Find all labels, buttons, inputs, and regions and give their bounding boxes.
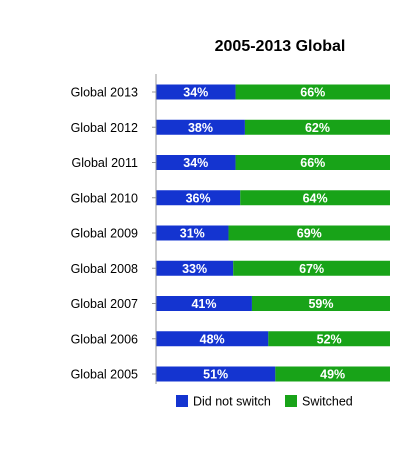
- bar-segment-switched: [235, 155, 390, 170]
- data-label: 49%: [320, 368, 345, 382]
- data-label: 67%: [299, 262, 324, 276]
- bar-segment-did-not-switch: [156, 225, 229, 241]
- category-label: Global 2013: [71, 86, 138, 100]
- bar-segment-switched: [251, 296, 390, 311]
- data-label: 66%: [300, 156, 325, 170]
- category-label: Global 2007: [71, 297, 138, 311]
- legend-swatch: [285, 395, 297, 407]
- category-label: Global 2011: [72, 156, 139, 170]
- bar-segment-did-not-switch: [156, 296, 252, 311]
- data-label: 59%: [308, 297, 333, 311]
- bar-segment-switched: [244, 119, 390, 135]
- data-label: 38%: [188, 121, 213, 135]
- category-label: Global 2010: [71, 191, 138, 205]
- bar-segment-switched: [235, 84, 390, 100]
- data-label: 51%: [203, 368, 228, 382]
- data-label: 69%: [297, 227, 322, 241]
- data-label: 34%: [183, 156, 208, 170]
- bar-segment-did-not-switch: [156, 366, 276, 382]
- data-label: 48%: [200, 332, 225, 346]
- data-label: 41%: [191, 297, 216, 311]
- data-label: 34%: [183, 86, 208, 100]
- bar-segment-switched: [233, 260, 390, 276]
- data-label: 66%: [300, 86, 325, 100]
- data-label: 62%: [305, 121, 330, 135]
- bar-segment-switched: [275, 366, 390, 382]
- legend-label: Did not switch: [193, 395, 271, 409]
- legend-swatch: [176, 395, 188, 407]
- category-label: Global 2008: [71, 262, 138, 276]
- data-label: 64%: [303, 191, 328, 205]
- legend: Did not switch Switched: [176, 395, 353, 409]
- chart-title: 2005-2013 Global: [215, 38, 346, 55]
- bar-segment-switched: [240, 190, 390, 206]
- category-label: Global 2006: [71, 332, 138, 346]
- bar-segment-did-not-switch: [156, 190, 241, 206]
- bar-segment-did-not-switch: [156, 155, 236, 170]
- category-label: Global 2012: [71, 121, 138, 135]
- axis-layer: Global 2013 Global 2012 Global 2011 Global …: [71, 74, 157, 384]
- bar-segment-switched: [228, 225, 390, 241]
- bar-segment-did-not-switch: [156, 119, 245, 135]
- bar-segment-did-not-switch: [156, 260, 234, 276]
- data-label: 31%: [180, 227, 205, 241]
- bar-segment-did-not-switch: [156, 331, 269, 347]
- category-label: Global 2005: [71, 368, 138, 382]
- data-label: 36%: [186, 191, 211, 205]
- bar-segment-switched: [268, 331, 390, 347]
- data-label: 33%: [182, 262, 207, 276]
- bars-layer: 34% 66% 38% 62% 34% 66% 36% 64% 31% 69% 33% 67% 41% 5…: [156, 84, 390, 382]
- data-label: 52%: [317, 332, 342, 346]
- bar-segment-did-not-switch: [156, 84, 236, 100]
- legend-label: Switched: [302, 395, 353, 409]
- category-label: Global 2009: [71, 227, 138, 241]
